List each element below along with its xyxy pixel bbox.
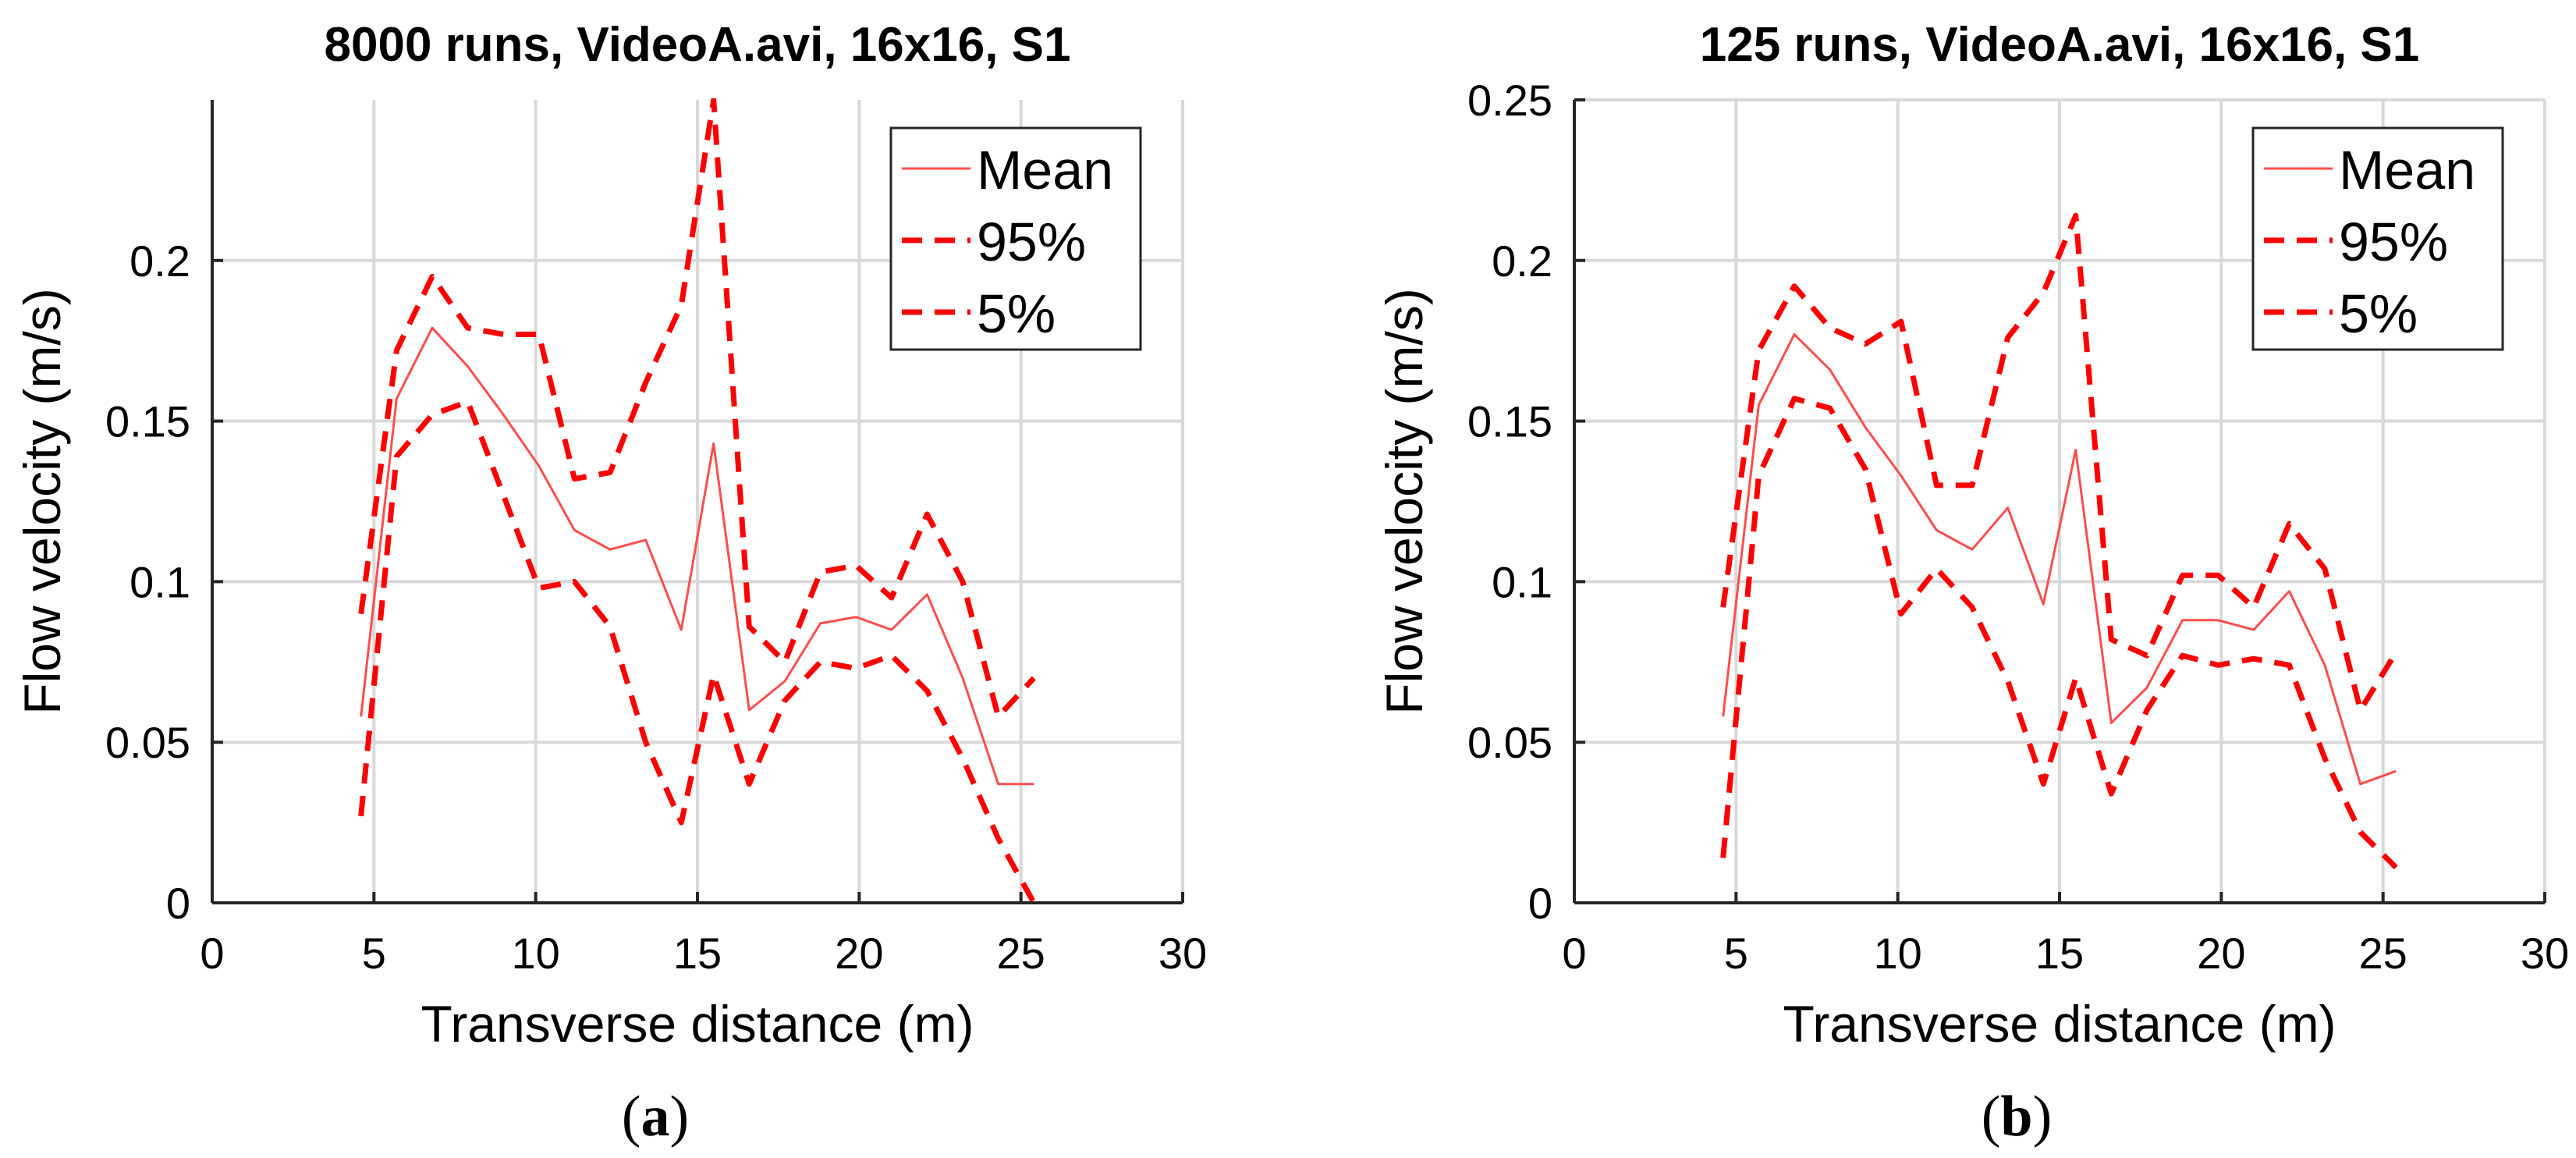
chart-panel-b: 0 5 10 15 20 25 30 0 0.05 0.1 0.15 0.2 0.25 125 runs,…	[1375, 18, 2569, 1149]
chart-title: 8000 runs, VideoA.avi, 16x16, S1	[325, 18, 1071, 72]
series-line-mean	[1722, 333, 2397, 786]
y-tick-label: 0.2	[130, 236, 190, 286]
x-tick-label: 25	[997, 929, 1045, 978]
chart-title: 125 runs, VideoA.avi, 16x16, S1	[1700, 18, 2420, 72]
x-tick-label: 25	[2359, 929, 2407, 978]
x-tick-label: 30	[2521, 929, 2569, 978]
x-tick-label: 0	[200, 929, 224, 978]
y-axis-label: Flow velocity (m/s)	[13, 288, 71, 714]
x-tick-label: 0	[1562, 929, 1586, 978]
panel-caption: (b)	[1982, 1085, 2052, 1149]
x-tick-label: 30	[1158, 929, 1207, 978]
y-tick-label: 0.05	[1467, 718, 1552, 767]
legend-label: 95%	[2339, 211, 2448, 272]
y-axis-label: Flow velocity (m/s)	[1375, 288, 1433, 714]
x-tick-label: 10	[512, 929, 560, 978]
x-tick-label: 10	[1874, 929, 1922, 978]
legend-box	[889, 126, 1142, 351]
y-tick-label: 0	[166, 879, 190, 928]
legend-label: 95%	[977, 211, 1086, 272]
panel-caption: (a)	[622, 1085, 689, 1149]
x-tick-label: 15	[2035, 929, 2084, 978]
y-tick-label: 0.15	[105, 397, 190, 446]
series-line-95	[1720, 212, 2399, 713]
legend: Mean 95% 5%	[2251, 126, 2504, 351]
x-tick-label: 20	[2197, 929, 2245, 978]
x-axis-label: Transverse distance (m)	[420, 995, 974, 1053]
x-tick-label: 5	[362, 929, 386, 978]
y-tick-label: 0.05	[105, 718, 190, 767]
legend-label: 5%	[977, 283, 1056, 344]
x-tick-label: 5	[1724, 929, 1748, 978]
y-tick-label: 0	[1528, 879, 1552, 928]
y-tick-label: 0.1	[1492, 557, 1552, 606]
series-line-mean	[360, 326, 1034, 786]
y-tick-label: 0.25	[1467, 76, 1552, 125]
x-axis-label: Transverse distance (m)	[1783, 995, 2336, 1053]
x-tick-label: 15	[673, 929, 722, 978]
series-line-5	[1720, 396, 2398, 870]
y-tick-label: 0.2	[1492, 236, 1552, 286]
legend-label: 5%	[2339, 283, 2418, 344]
chart-panel-a: 0 5 10 15 20 25 30 0 0.05 0.1 0.15 0.2 8000 runs, Vi…	[13, 18, 1207, 1149]
series-line-5	[358, 399, 1037, 904]
legend-label: Mean	[2339, 140, 2475, 201]
y-tick-label: 0.15	[1467, 397, 1552, 446]
legend-label: Mean	[977, 140, 1113, 201]
series-line-95	[358, 98, 1036, 719]
y-tick-label: 0.1	[130, 557, 190, 606]
legend-box	[2251, 126, 2504, 351]
x-tick-label: 20	[835, 929, 883, 978]
legend: Mean 95% 5%	[889, 126, 1142, 351]
